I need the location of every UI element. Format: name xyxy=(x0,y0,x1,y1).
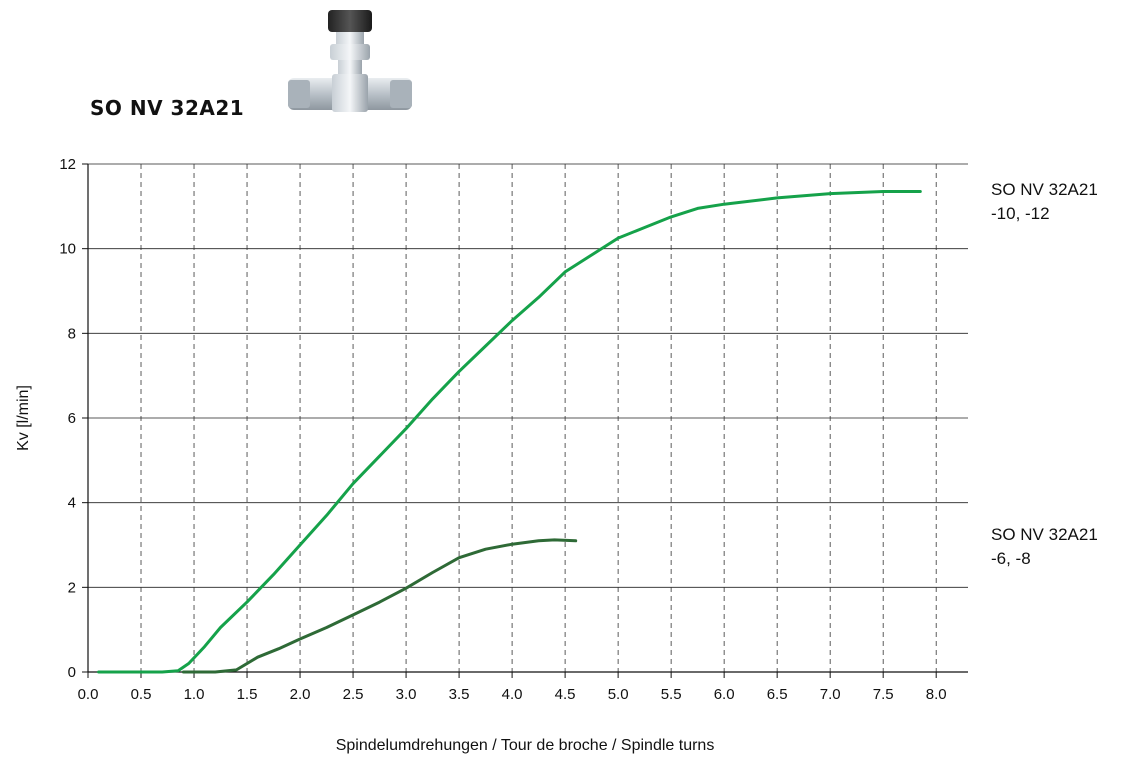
x-tick-label: 4.0 xyxy=(502,686,523,703)
y-tick-label: 0 xyxy=(68,664,76,681)
y-tick-label: 2 xyxy=(68,579,76,596)
series-label-large-line2: -10, -12 xyxy=(991,204,1050,223)
x-tick-label: 4.5 xyxy=(555,686,576,703)
x-tick-label: 5.5 xyxy=(661,686,682,703)
x-axis-label: Spindelumdrehungen / Tour de broche / Sp… xyxy=(336,737,715,754)
series-line-0 xyxy=(97,190,922,674)
x-tick-label: 0.0 xyxy=(78,686,99,703)
x-tick-label: 6.5 xyxy=(767,686,788,703)
x-tick-label: 1.5 xyxy=(237,686,258,703)
series-label-small-line1: SO NV 32A21 xyxy=(991,525,1098,544)
x-tick-label: 5.0 xyxy=(608,686,629,703)
y-tick-label: 12 xyxy=(59,156,76,173)
x-tick-label: 7.0 xyxy=(820,686,841,703)
chart-axes: 0 2 4 6 8 10 12 0.0 0.5 1.0 1.5 2.0 2.5 3.0 3.5 4.0 4.5 5… xyxy=(59,156,968,703)
x-tick-label: 1.0 xyxy=(184,686,205,703)
x-tick-label: 7.5 xyxy=(873,686,894,703)
x-tick-label: 6.0 xyxy=(714,686,735,703)
chart-series xyxy=(97,190,922,674)
x-tick-label: 0.5 xyxy=(131,686,152,703)
series-line-1 xyxy=(181,538,578,674)
y-tick-label: 4 xyxy=(68,495,76,512)
x-tick-label: 3.0 xyxy=(396,686,417,703)
series-label-small-line2: -6, -8 xyxy=(991,549,1031,568)
y-tick-label: 8 xyxy=(68,325,76,342)
chart-grid xyxy=(88,163,968,672)
x-tick-label: 2.0 xyxy=(290,686,311,703)
y-axis-label: Kv [l/min] xyxy=(15,385,32,451)
series-label-large-line1: SO NV 32A21 xyxy=(991,180,1098,199)
chart-labels: Spindelumdrehungen / Tour de broche / Sp… xyxy=(15,180,1098,754)
needle-valve-icon xyxy=(288,10,412,112)
product-title: SO NV 32A21 xyxy=(90,96,245,120)
x-tick-label: 3.5 xyxy=(449,686,470,703)
y-tick-label: 6 xyxy=(68,410,76,427)
y-tick-label: 10 xyxy=(59,241,76,258)
x-tick-label: 2.5 xyxy=(343,686,364,703)
x-tick-label: 8.0 xyxy=(926,686,947,703)
